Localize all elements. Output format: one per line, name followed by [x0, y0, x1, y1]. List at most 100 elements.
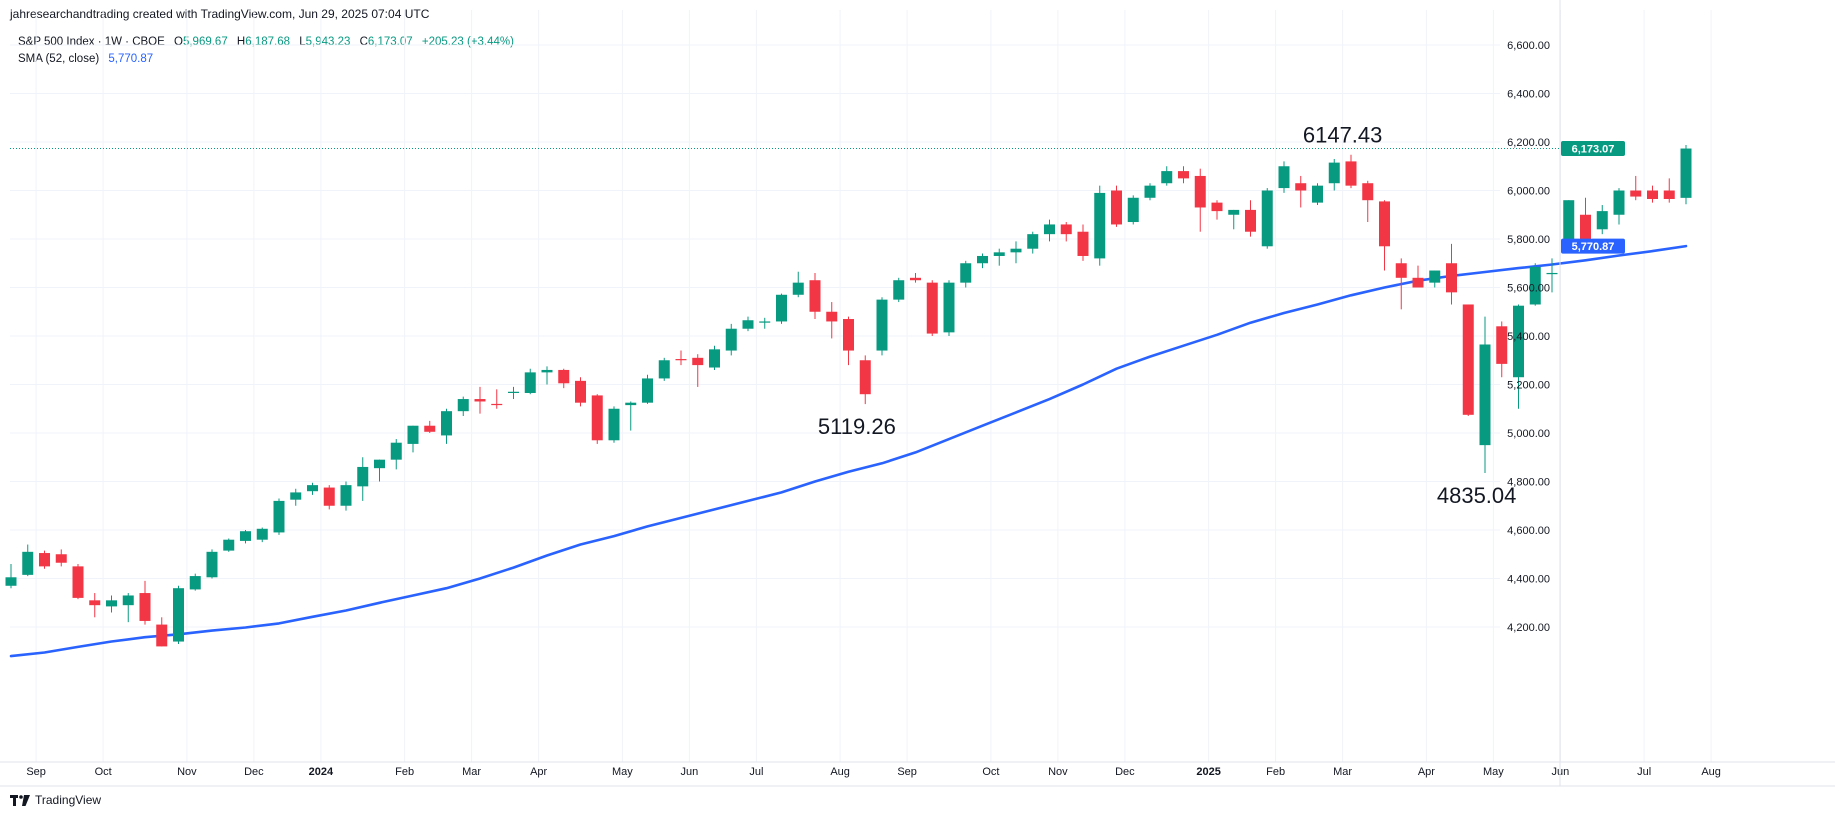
candle-body: [1546, 272, 1558, 275]
candle-body: [39, 553, 50, 567]
candle: [290, 488, 302, 506]
candle-body: [725, 328, 737, 351]
candle: [558, 368, 570, 389]
last-price-text: 6,173.07: [1572, 144, 1615, 156]
candle: [1563, 200, 1575, 244]
candle: [1647, 185, 1658, 203]
sma-line-group: [9, 244, 1688, 658]
candle: [5, 563, 17, 589]
candle: [357, 457, 369, 501]
x-tick-label: Nov: [177, 766, 197, 778]
candle: [1144, 183, 1156, 201]
candle: [55, 549, 67, 567]
candle-body: [1580, 214, 1591, 239]
tradingview-logo[interactable]: TradingView: [10, 793, 101, 807]
candle-body: [893, 280, 905, 300]
candle-body: [1144, 185, 1156, 198]
y-tick-label: 5,600.00: [1507, 283, 1550, 295]
last-price-tag: [1561, 141, 1625, 157]
candle-body: [943, 282, 955, 333]
candle: [709, 345, 720, 370]
candle: [390, 439, 402, 470]
candle-body: [390, 442, 402, 460]
candle-body: [1278, 166, 1290, 189]
candle: [441, 408, 452, 444]
candle: [1596, 205, 1608, 235]
candle: [1010, 241, 1022, 264]
candle-body: [89, 600, 101, 606]
candle: [22, 544, 34, 577]
candle-body: [1178, 171, 1189, 179]
x-tick-label: Jul: [749, 766, 763, 778]
candle-body: [139, 593, 151, 621]
price-chart[interactable]: 6,173.07 5,770.87 6147.43 5119.26 4835.04 6,…: [0, 0, 1835, 790]
x-tick-label: May: [612, 766, 633, 778]
candle-body: [1127, 197, 1139, 223]
sma-line: [9, 244, 1688, 658]
y-tick-label: 4,200.00: [1507, 622, 1550, 634]
candle-body: [876, 299, 888, 351]
candle-body: [290, 492, 302, 500]
sma-value: 5,770.87: [108, 53, 154, 65]
candle: [541, 366, 553, 385]
x-tick-label: Feb: [395, 766, 414, 778]
x-tick-label: Jun: [681, 766, 699, 778]
candle-body: [926, 282, 938, 334]
candle: [122, 593, 134, 623]
candle-body: [1513, 305, 1524, 378]
candle: [826, 302, 838, 339]
candle: [1161, 166, 1173, 186]
price-annotation: 4835.04: [1437, 483, 1517, 508]
candle: [240, 530, 251, 544]
candle: [223, 538, 235, 552]
candle-body: [323, 487, 335, 506]
candle: [926, 280, 938, 336]
candle: [625, 401, 637, 431]
candle-body: [1312, 185, 1323, 203]
candle-body: [457, 399, 469, 412]
candle: [474, 386, 486, 414]
candle-body: [1663, 190, 1675, 199]
candle-body: [1094, 192, 1106, 259]
candle: [993, 248, 1005, 266]
candle: [1094, 185, 1106, 266]
candle-body: [675, 359, 687, 361]
sma-label[interactable]: SMA (52, close): [18, 53, 100, 65]
candle: [843, 316, 854, 366]
y-tick-label: 5,200.00: [1507, 380, 1550, 392]
candle-body: [709, 349, 720, 368]
x-tick-label: Nov: [1048, 766, 1068, 778]
candle: [1630, 175, 1642, 201]
candle: [1580, 197, 1591, 247]
candle: [575, 377, 586, 407]
candle: [1211, 200, 1223, 220]
candle: [1295, 175, 1307, 208]
candle-body: [407, 425, 419, 444]
candle: [591, 394, 603, 444]
candle-body: [223, 539, 235, 551]
x-tick-label: Dec: [244, 766, 264, 778]
candle: [491, 389, 503, 409]
candle: [206, 549, 218, 579]
y-tick-label: 6,400.00: [1507, 89, 1550, 101]
candle-body: [1044, 224, 1055, 235]
candle-body: [1328, 162, 1340, 184]
candle-body: [374, 459, 385, 469]
candle: [89, 593, 101, 618]
axes: 6,600.00 6,400.00 6,200.00 6,000.00 5,800.00…: [0, 0, 1835, 787]
candle-body: [658, 360, 670, 379]
candle: [742, 316, 754, 332]
candle-body: [1596, 211, 1608, 230]
candle-body: [1345, 161, 1357, 186]
candle: [256, 527, 268, 543]
candle: [457, 396, 469, 417]
candle: [39, 550, 50, 569]
x-tick-label: 2025: [1196, 766, 1220, 778]
candle-body: [1446, 263, 1457, 293]
candle: [1312, 183, 1323, 206]
candle: [374, 459, 385, 482]
candle-body: [340, 485, 352, 506]
y-tick-label: 6,600.00: [1507, 40, 1550, 52]
candle: [759, 317, 771, 329]
candle: [1027, 231, 1039, 254]
